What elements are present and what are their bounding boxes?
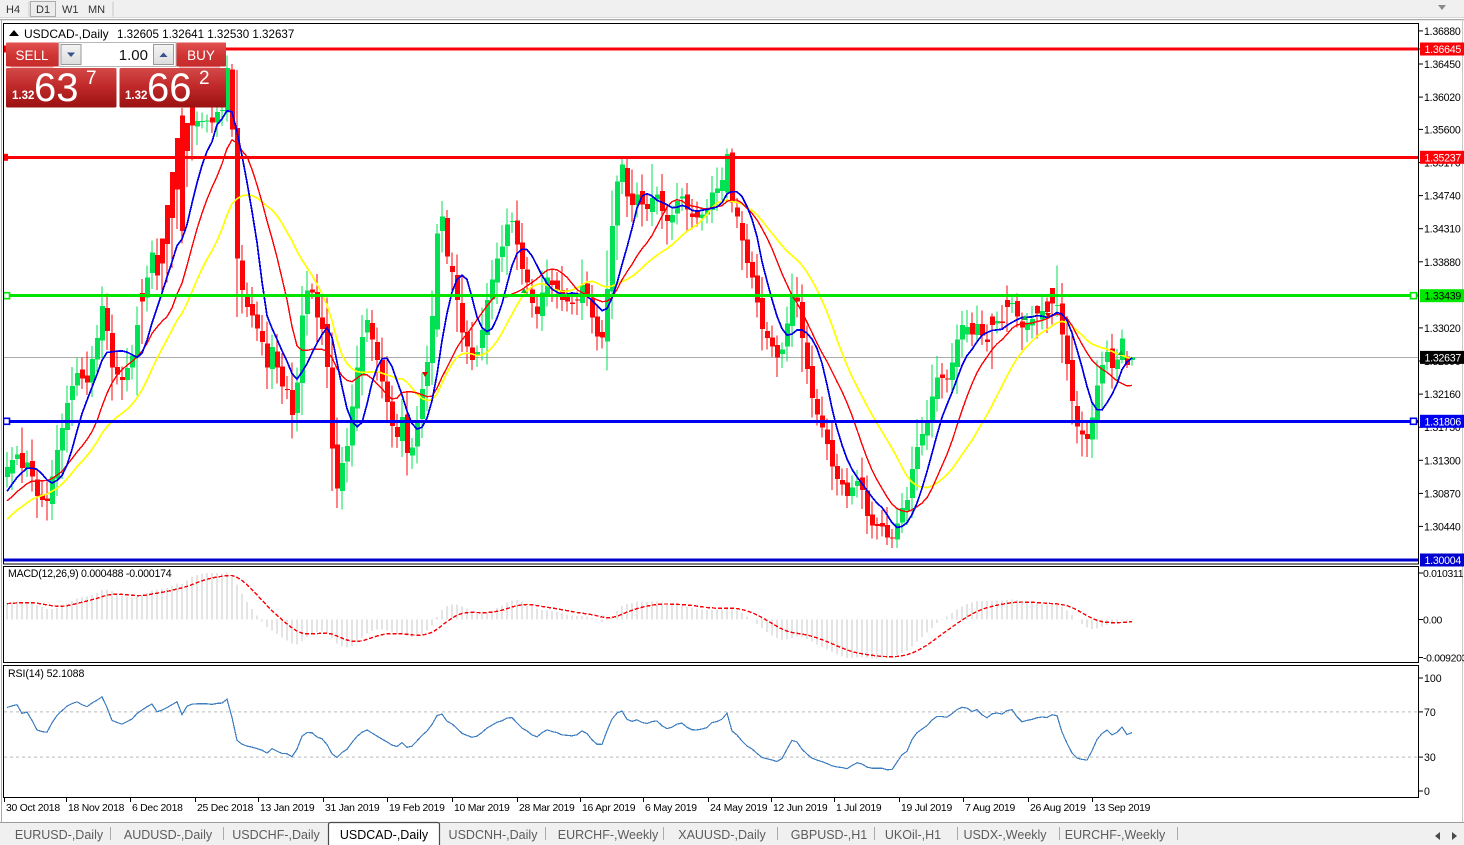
svg-text:1.32605 1.32641 1.32530 1.3263: 1.32605 1.32641 1.32530 1.32637: [117, 28, 294, 41]
svg-text:10 Mar 2019: 10 Mar 2019: [454, 803, 510, 814]
svg-text:66: 66: [147, 66, 192, 110]
svg-text:MN: MN: [88, 4, 105, 16]
svg-text:D1: D1: [36, 4, 50, 16]
svg-text:AUDUSD-,Daily: AUDUSD-,Daily: [124, 828, 213, 842]
svg-text:1.36450: 1.36450: [1424, 59, 1461, 71]
svg-text:13 Sep 2019: 13 Sep 2019: [1094, 803, 1151, 814]
svg-text:0.00: 0.00: [1423, 616, 1443, 627]
svg-text:1.31806: 1.31806: [1425, 416, 1462, 428]
svg-text:1.32: 1.32: [12, 90, 34, 102]
svg-text:1.36020: 1.36020: [1424, 92, 1461, 104]
svg-text:24 May 2019: 24 May 2019: [710, 803, 768, 814]
svg-text:MACD(12,26,9) 0.000488 -0.0001: MACD(12,26,9) 0.000488 -0.000174: [8, 568, 172, 580]
svg-text:0: 0: [1424, 786, 1430, 798]
svg-text:EURUSD-,Daily: EURUSD-,Daily: [15, 828, 104, 842]
svg-text:1.30004: 1.30004: [1425, 555, 1462, 567]
svg-text:26 Aug 2019: 26 Aug 2019: [1030, 803, 1086, 814]
svg-text:1.36645: 1.36645: [1425, 44, 1462, 56]
svg-text:W1: W1: [62, 4, 79, 16]
svg-text:1.36880: 1.36880: [1424, 26, 1461, 38]
svg-text:USDCAD-,Daily: USDCAD-,Daily: [340, 828, 429, 842]
svg-text:1.31300: 1.31300: [1424, 455, 1461, 467]
svg-text:XAUUSD-,Daily: XAUUSD-,Daily: [678, 828, 766, 842]
svg-text:1.35600: 1.35600: [1424, 124, 1461, 136]
svg-text:1.32: 1.32: [125, 90, 147, 102]
svg-text:16 Apr 2019: 16 Apr 2019: [582, 803, 636, 814]
svg-text:30 Oct 2018: 30 Oct 2018: [6, 803, 60, 814]
svg-text:1.30440: 1.30440: [1424, 521, 1461, 533]
svg-text:2: 2: [199, 68, 210, 89]
svg-text:31 Jan 2019: 31 Jan 2019: [325, 803, 380, 814]
svg-text:28 Mar 2019: 28 Mar 2019: [519, 803, 575, 814]
svg-text:USDCAD-,Daily: USDCAD-,Daily: [24, 27, 109, 41]
svg-text:70: 70: [1424, 707, 1436, 719]
svg-text:19 Jul 2019: 19 Jul 2019: [901, 803, 952, 814]
svg-text:6 Dec 2018: 6 Dec 2018: [132, 803, 183, 814]
svg-text:100: 100: [1424, 673, 1442, 685]
svg-text:19 Feb 2019: 19 Feb 2019: [389, 803, 445, 814]
svg-text:1.30870: 1.30870: [1424, 488, 1461, 500]
svg-text:0.010311: 0.010311: [1423, 569, 1464, 580]
svg-text:EURCHF-,Weekly: EURCHF-,Weekly: [1065, 828, 1166, 842]
svg-text:1.34310: 1.34310: [1424, 224, 1461, 236]
svg-text:GBPUSD-,H1: GBPUSD-,H1: [791, 828, 867, 842]
svg-text:USDCHF-,Daily: USDCHF-,Daily: [232, 828, 320, 842]
svg-text:1.32637: 1.32637: [1425, 352, 1462, 364]
svg-text:EURCHF-,Weekly: EURCHF-,Weekly: [558, 828, 659, 842]
svg-text:1 Jul 2019: 1 Jul 2019: [836, 803, 882, 814]
svg-text:1.33439: 1.33439: [1425, 291, 1462, 303]
svg-text:RSI(14) 52.1088: RSI(14) 52.1088: [8, 668, 84, 680]
svg-text:63: 63: [34, 66, 79, 110]
svg-text:30: 30: [1424, 752, 1436, 764]
svg-text:USDCNH-,Daily: USDCNH-,Daily: [449, 828, 539, 842]
svg-text:1.32160: 1.32160: [1424, 389, 1461, 401]
svg-text:1.35237: 1.35237: [1425, 152, 1462, 164]
svg-text:SELL: SELL: [15, 48, 49, 63]
svg-text:25 Dec 2018: 25 Dec 2018: [197, 803, 254, 814]
svg-text:BUY: BUY: [187, 48, 215, 63]
svg-text:18 Nov 2018: 18 Nov 2018: [68, 803, 125, 814]
svg-text:1.00: 1.00: [119, 47, 148, 64]
svg-text:UKOil-,H1: UKOil-,H1: [885, 828, 941, 842]
svg-text:7 Aug 2019: 7 Aug 2019: [965, 803, 1016, 814]
svg-text:7: 7: [86, 68, 97, 89]
svg-text:6 May 2019: 6 May 2019: [645, 803, 697, 814]
svg-text:USDX-,Weekly: USDX-,Weekly: [963, 828, 1047, 842]
svg-text:1.34740: 1.34740: [1424, 191, 1461, 203]
svg-text:1.33020: 1.33020: [1424, 323, 1461, 335]
svg-text:12 Jun 2019: 12 Jun 2019: [773, 803, 828, 814]
svg-text:13 Jan 2019: 13 Jan 2019: [260, 803, 315, 814]
svg-text:-0.009203: -0.009203: [1423, 654, 1464, 665]
svg-text:1.33880: 1.33880: [1424, 257, 1461, 269]
svg-text:H4: H4: [6, 4, 20, 16]
